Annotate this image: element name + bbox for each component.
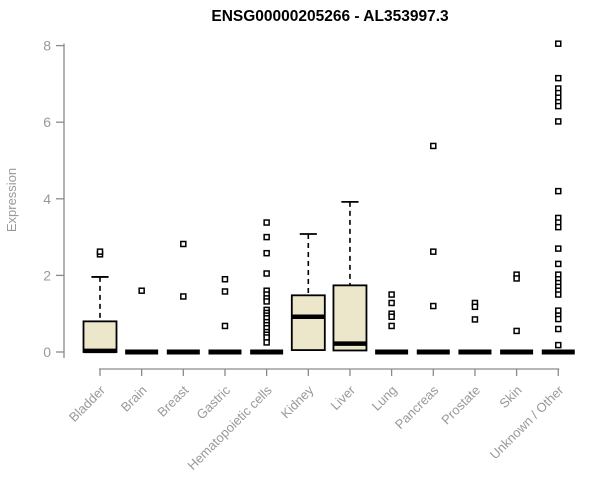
outlier-point-pancreas: [430, 142, 437, 150]
outlier-point-lung: [388, 291, 395, 298]
outlier-point-unknown-other: [555, 245, 562, 252]
box-prostate: [458, 349, 492, 355]
outlier-point-breast: [180, 293, 187, 300]
outlier-point-hematopoietic-cells: [263, 249, 270, 257]
outlier-point-unknown-other: [555, 118, 562, 125]
x-tick-label-kidney: Kidney: [278, 382, 317, 421]
box-skin: [500, 349, 534, 355]
outlier-point-unknown-other: [555, 315, 562, 323]
box-gastric: [208, 349, 242, 355]
y-tick-label: 2: [43, 267, 51, 283]
outlier-point-unknown-other: [555, 223, 562, 231]
outlier-point-prostate: [471, 303, 479, 311]
x-tick-label-unknown-other: Unknown / Other: [487, 382, 567, 462]
outlier-point-gastric: [221, 275, 229, 283]
x-tick-label-breast: Breast: [154, 382, 191, 419]
box-unknown-other: [541, 349, 575, 355]
outlier-point-hematopoietic-cells: [263, 233, 270, 241]
outlier-point-lung: [388, 313, 395, 321]
box-lung: [375, 349, 409, 355]
outlier-point-gastric: [221, 322, 229, 330]
outlier-point-unknown-other: [555, 187, 562, 195]
outlier-point-brain: [138, 287, 145, 294]
outlier-point-bladder: [96, 248, 104, 255]
y-tick-label: 4: [43, 191, 51, 207]
x-tick-label-gastric: Gastric: [193, 382, 233, 422]
y-tick-label: 0: [43, 344, 51, 360]
box-kidney: [290, 294, 326, 351]
outlier-point-hematopoietic-cells: [263, 270, 270, 277]
box-hematopoietic-cells: [250, 349, 284, 355]
box-brain: [125, 349, 159, 355]
x-tick-label-lung: Lung: [369, 383, 400, 414]
y-axis-label: Expression: [4, 168, 19, 232]
outlier-point-gastric: [221, 288, 229, 295]
outlier-point-unknown-other: [555, 40, 562, 47]
outlier-point-hematopoietic-cells: [263, 339, 270, 346]
x-tick-label-brain: Brain: [118, 383, 150, 415]
outlier-point-skin: [513, 275, 520, 282]
outlier-point-lung: [388, 299, 395, 307]
outlier-point-unknown-other: [555, 325, 562, 333]
x-tick-label-liver: Liver: [328, 382, 359, 413]
box-pancreas: [416, 349, 450, 355]
box-liver: [332, 284, 368, 352]
outlier-point-pancreas: [430, 302, 437, 310]
x-tick-label-pancreas: Pancreas: [392, 382, 442, 432]
x-tick-label-bladder: Bladder: [66, 382, 109, 425]
outlier-point-lung: [388, 322, 395, 330]
outlier-point-hematopoietic-cells: [263, 298, 270, 305]
outlier-point-pancreas: [430, 248, 437, 255]
y-tick-label: 8: [43, 38, 51, 54]
outlier-point-skin: [513, 327, 520, 335]
box-bladder: [82, 320, 118, 353]
outlier-point-prostate: [471, 316, 479, 323]
outlier-point-unknown-other: [555, 74, 562, 82]
x-tick-label-prostate: Prostate: [438, 383, 483, 428]
chart-title: ENSG00000205266 - AL353997.3: [211, 8, 449, 25]
y-tick-label: 6: [43, 114, 51, 130]
x-tick-label-skin: Skin: [496, 383, 524, 411]
outlier-point-unknown-other: [555, 341, 562, 349]
box-breast: [166, 349, 200, 355]
outlier-point-unknown-other: [555, 260, 562, 268]
outlier-point-unknown-other: [555, 102, 562, 110]
outlier-point-unknown-other: [555, 291, 562, 298]
outlier-point-hematopoietic-cells: [263, 219, 270, 226]
outlier-point-breast: [180, 240, 187, 248]
